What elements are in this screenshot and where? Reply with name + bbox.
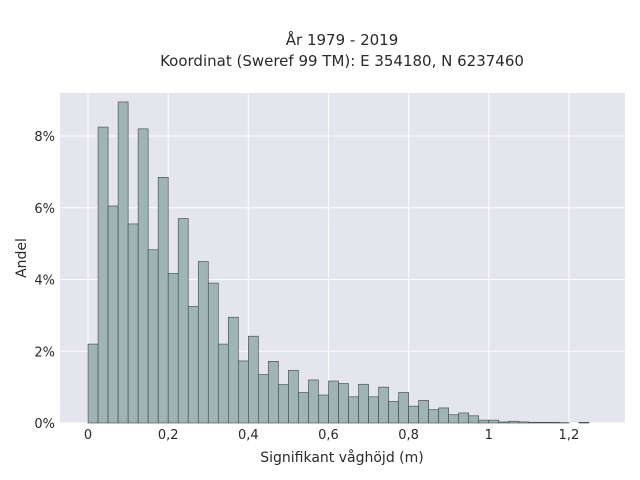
histogram-bar-23 [318, 394, 329, 424]
histogram-bar-40 [488, 419, 500, 424]
y-tick-label-1: 2% [34, 345, 55, 360]
x-tick-label-4: 0,8 [398, 428, 419, 443]
histogram-bar-30 [388, 401, 399, 424]
histogram-bar-15 [238, 360, 249, 424]
y-tick-label-2: 4% [34, 274, 55, 289]
x-axis-label: Signifikant våghöjd (m) [260, 449, 423, 466]
y-tick-label-0: 0% [34, 417, 55, 432]
histogram-bar-13 [217, 343, 229, 424]
histogram-bar-41 [498, 421, 510, 424]
histogram-bar-21 [298, 392, 309, 424]
histogram-bar-26 [348, 396, 359, 424]
histogram-bar-31 [398, 392, 409, 424]
histogram-bar-49 [578, 421, 590, 424]
histogram-bar-7 [157, 176, 169, 424]
x-tick-label-3: 0,6 [318, 428, 339, 443]
histogram-bar-22 [308, 379, 319, 424]
histogram-bar-9 [177, 218, 189, 424]
histogram-bar-33 [418, 400, 429, 424]
histogram-bar-14 [227, 316, 239, 424]
histogram-bar-6 [147, 249, 159, 424]
histogram-bar-39 [478, 419, 490, 424]
histogram-bar-44 [528, 421, 540, 424]
histogram-bar-45 [538, 421, 550, 424]
histogram-bars [87, 101, 590, 424]
histogram-bar-0 [87, 343, 99, 424]
histogram-bar-28 [368, 396, 379, 424]
histogram-bar-24 [328, 380, 339, 424]
histogram-bar-19 [278, 384, 289, 424]
histogram-bar-32 [408, 405, 419, 424]
x-axis-ticks: 0 0,2 0,4 0,6 0,8 1 1,2 [84, 428, 579, 443]
x-tick-label-2: 0,4 [238, 428, 259, 443]
histogram-bar-5 [137, 128, 149, 424]
histogram-bar-29 [378, 386, 389, 424]
histogram-bar-11 [197, 261, 209, 424]
y-tick-label-4: 8% [34, 130, 55, 145]
histogram-bar-10 [187, 306, 199, 424]
histogram-bar-37 [458, 412, 470, 424]
histogram-bar-16 [248, 335, 259, 424]
histogram-bar-1 [97, 126, 109, 424]
histogram-bar-18 [268, 361, 279, 424]
histogram-bar-2 [107, 205, 119, 424]
histogram-bar-43 [518, 421, 530, 424]
histogram-bar-8 [167, 273, 179, 424]
x-tick-label-0: 0 [84, 428, 92, 443]
y-tick-label-3: 6% [34, 202, 55, 217]
histogram-bar-4 [127, 223, 139, 424]
histogram-bar-20 [288, 369, 299, 424]
histogram-bar-38 [468, 415, 480, 424]
y-axis-label: Andel [14, 238, 30, 278]
x-tick-label-1: 0,2 [158, 428, 179, 443]
histogram-bar-35 [438, 407, 449, 424]
histogram-bar-27 [358, 383, 369, 424]
x-tick-label-6: 1,2 [559, 428, 580, 443]
x-tick-label-5: 1 [485, 428, 493, 443]
histogram-bar-46 [548, 421, 560, 424]
chart-title-line-2: Koordinat (Sweref 99 TM): E 354180, N 62… [160, 52, 524, 70]
histogram-bar-12 [207, 282, 219, 424]
histogram-bar-17 [258, 374, 269, 424]
histogram-bar-42 [508, 420, 520, 424]
histogram-bar-25 [338, 383, 349, 424]
histogram-bar-3 [117, 101, 129, 424]
y-axis-ticks: 0% 2% 4% 6% 8% [34, 130, 55, 432]
chart-title-line-1: År 1979 - 2019 [286, 30, 399, 49]
histogram-bar-34 [428, 409, 439, 424]
histogram-bar-36 [448, 414, 460, 424]
